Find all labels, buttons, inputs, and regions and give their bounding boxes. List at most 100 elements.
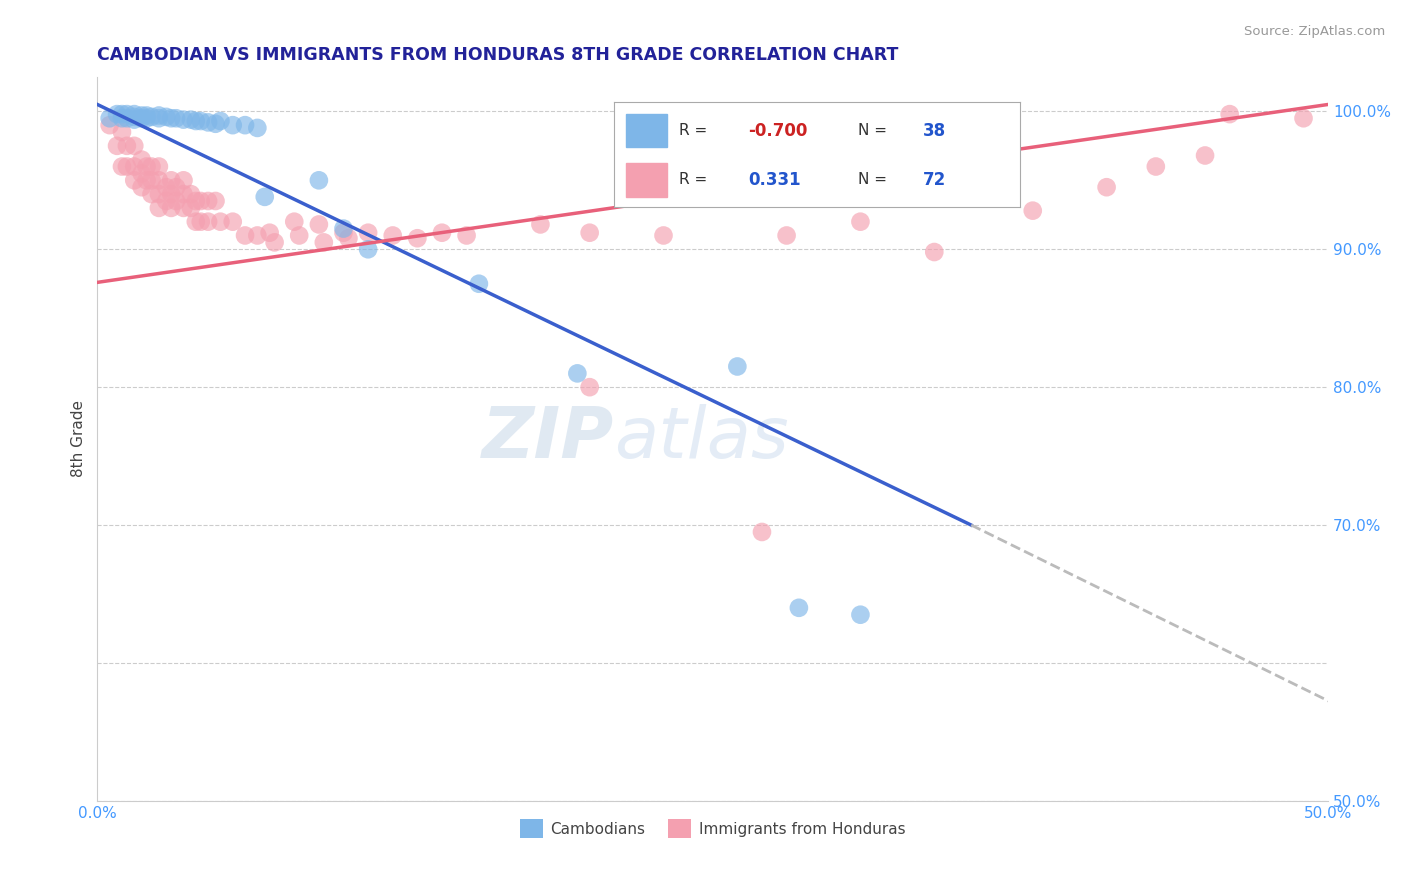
Point [111,160,134,174]
Point [246,120,269,135]
Point [233,228,256,243]
Point [948,187,970,202]
Point [849,215,872,229]
Point [155,194,177,208]
Y-axis label: 8th Grade: 8th Grade [72,401,86,477]
Point [148,160,170,174]
Point [246,228,269,243]
Point [131,112,153,126]
Point [312,235,335,250]
Point [160,112,183,126]
Point [141,160,163,174]
Point [105,138,128,153]
Point [131,153,153,167]
Point [111,112,134,126]
Point [135,108,157,122]
Point [204,194,226,208]
Point [115,160,138,174]
Point [456,228,478,243]
Point [148,187,170,202]
Text: ZIP: ZIP [482,404,614,474]
Point [197,194,219,208]
Point [148,201,170,215]
Point [1194,148,1216,162]
Point [209,114,232,128]
Point [197,215,219,229]
Point [184,114,207,128]
Point [160,173,183,187]
Point [1219,107,1241,121]
Point [652,228,675,243]
Point [165,194,187,208]
Point [253,190,276,204]
Point [332,221,354,235]
Point [131,108,153,122]
Point [173,173,195,187]
Point [160,201,183,215]
Point [263,235,285,250]
Point [124,160,146,174]
Point [1022,203,1045,218]
Point [190,215,212,229]
Point [308,218,330,232]
Point [124,138,146,153]
Point [131,180,153,194]
Point [165,112,187,126]
Point [190,114,212,128]
Point [124,173,146,187]
Point [105,107,128,121]
Point [308,173,330,187]
Point [141,187,163,202]
Point [98,118,121,132]
Point [190,194,212,208]
Point [775,228,797,243]
Point [160,187,183,202]
Point [288,228,311,243]
Point [115,112,138,126]
Point [381,228,404,243]
Point [357,242,380,256]
Point [135,112,157,126]
Point [578,380,600,394]
Text: Source: ZipAtlas.com: Source: ZipAtlas.com [1244,25,1385,38]
Point [222,215,245,229]
Point [233,118,256,132]
Point [115,107,138,121]
Point [357,226,380,240]
Point [124,107,146,121]
Point [148,112,170,126]
Point [131,166,153,180]
Legend: Cambodians, Immigrants from Honduras: Cambodians, Immigrants from Honduras [513,814,911,844]
Point [184,215,207,229]
Point [180,187,202,202]
Point [165,180,187,194]
Point [204,117,226,131]
Text: CAMBODIAN VS IMMIGRANTS FROM HONDURAS 8TH GRADE CORRELATION CHART: CAMBODIAN VS IMMIGRANTS FROM HONDURAS 8T… [97,46,898,64]
Point [148,173,170,187]
Point [1292,112,1315,126]
Point [222,118,245,132]
Point [124,110,146,124]
Point [111,125,134,139]
Point [141,110,163,124]
Point [787,600,810,615]
Point [197,115,219,129]
Point [751,524,773,539]
Point [98,112,121,126]
Point [124,112,146,127]
Point [173,201,195,215]
Point [430,226,453,240]
Text: atlas: atlas [614,404,789,474]
Point [111,107,134,121]
Point [567,367,589,381]
Point [283,215,305,229]
Point [337,231,360,245]
Point [155,110,177,124]
Point [259,226,281,240]
Point [406,231,429,245]
Point [184,194,207,208]
Point [180,112,202,127]
Point [180,201,202,215]
Point [135,173,157,187]
Point [578,226,600,240]
